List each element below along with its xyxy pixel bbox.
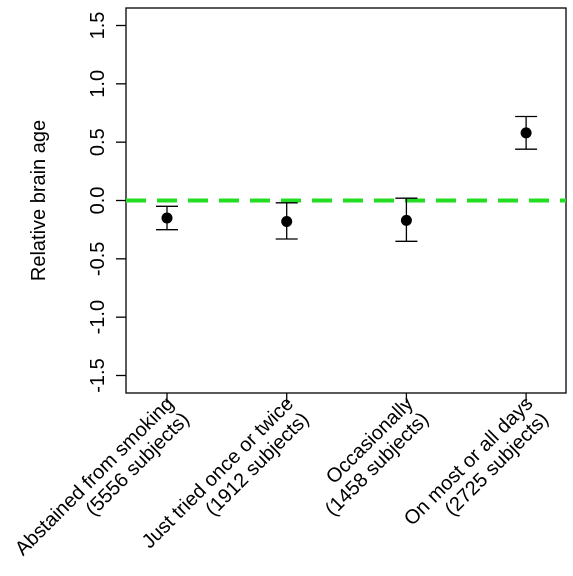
y-tick-label: 0.5 <box>87 128 109 156</box>
y-tick-label: -1.5 <box>87 358 109 392</box>
data-point <box>161 212 173 224</box>
y-tick-label: 1.5 <box>87 12 109 40</box>
y-tick-label: -1.0 <box>87 300 109 334</box>
x-tick-label: Abstained from smoking(5556 subjects) <box>11 393 194 560</box>
data-point <box>400 214 412 226</box>
x-axis: Abstained from smoking(5556 subjects)Jus… <box>11 393 553 560</box>
data-marks-layer <box>156 115 538 242</box>
data-point <box>281 216 293 227</box>
y-axis-label: Relative brain age <box>28 120 50 281</box>
data-point <box>520 127 532 139</box>
y-axis: -1.5 -1.0 -0.5 0.0 0.5 1.0 1.5 Relative brain a… <box>28 12 126 393</box>
y-tick-label: -0.5 <box>87 242 109 276</box>
y-tick-label: 1.0 <box>87 70 109 98</box>
y-tick-label: 0.0 <box>87 187 109 215</box>
